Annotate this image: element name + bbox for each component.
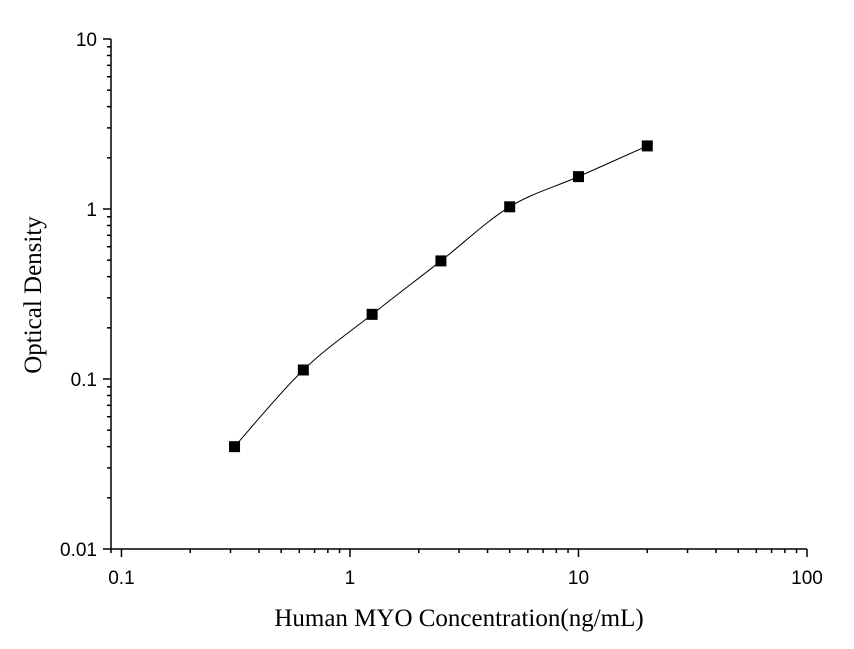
data-point [504, 201, 516, 213]
y-tick-label: 1 [86, 200, 97, 221]
data-point [435, 255, 447, 267]
data-point [641, 140, 653, 152]
data-points-layer [229, 140, 653, 453]
data-point [297, 364, 309, 376]
y-axis-title: Optical Density [20, 216, 47, 374]
y-tick-label: 0.01 [60, 540, 97, 561]
data-point [366, 308, 378, 320]
y-tick-label: 0.1 [71, 370, 97, 391]
fit-curve [234, 145, 648, 447]
x-axis-title: Human MYO Concentration(ng/mL) [274, 605, 643, 632]
y-tick-label: 10 [76, 30, 97, 51]
fit-curve-layer [234, 145, 648, 447]
x-tick-label: 10 [568, 568, 589, 589]
tick-labels: 0.1 1 10 100 0.01 0.1 1 10 [60, 30, 823, 589]
axes [103, 38, 808, 557]
data-point [229, 441, 241, 453]
x-tick-label: 100 [791, 568, 823, 589]
x-tick-label: 0.1 [108, 568, 134, 589]
data-point [572, 171, 584, 183]
x-tick-label: 1 [345, 568, 356, 589]
